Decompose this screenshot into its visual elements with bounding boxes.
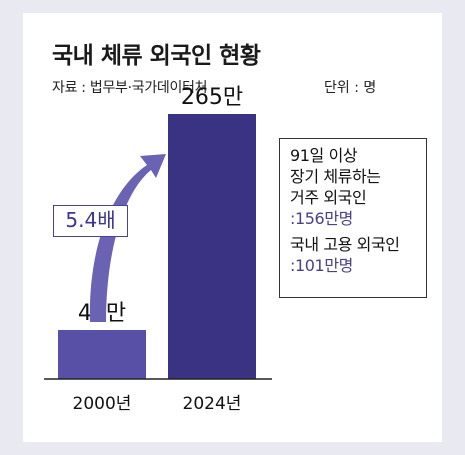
chart-unit: 단위 : 명 — [324, 80, 377, 96]
note-line: 거주 외국인 — [290, 188, 367, 207]
value-label: 265만 — [181, 85, 243, 110]
curved-up-arrow-icon — [89, 154, 166, 322]
note-box: 91일 이상 장기 체류하는 거주 외국인 :156만명 국내 고용 외국인 :… — [279, 138, 427, 298]
bar — [168, 114, 256, 379]
multiplier-label: 5.4배 — [53, 205, 128, 237]
chart-source: 자료 : 법무부·국가데이터처 — [52, 80, 208, 96]
note-line: 국내 고용 외국인 — [290, 235, 400, 254]
category-label: 2024년 — [183, 394, 242, 414]
category-label: 2000년 — [73, 394, 132, 414]
note-value-employed: :101만명 — [290, 256, 353, 275]
note-line: 91일 이상 — [290, 146, 358, 165]
note-value-residents: :156만명 — [290, 209, 353, 228]
note-line: 장기 체류하는 — [290, 167, 381, 186]
chart-title: 국내 체류 외국인 현황 — [52, 43, 261, 69]
bar — [58, 330, 146, 379]
